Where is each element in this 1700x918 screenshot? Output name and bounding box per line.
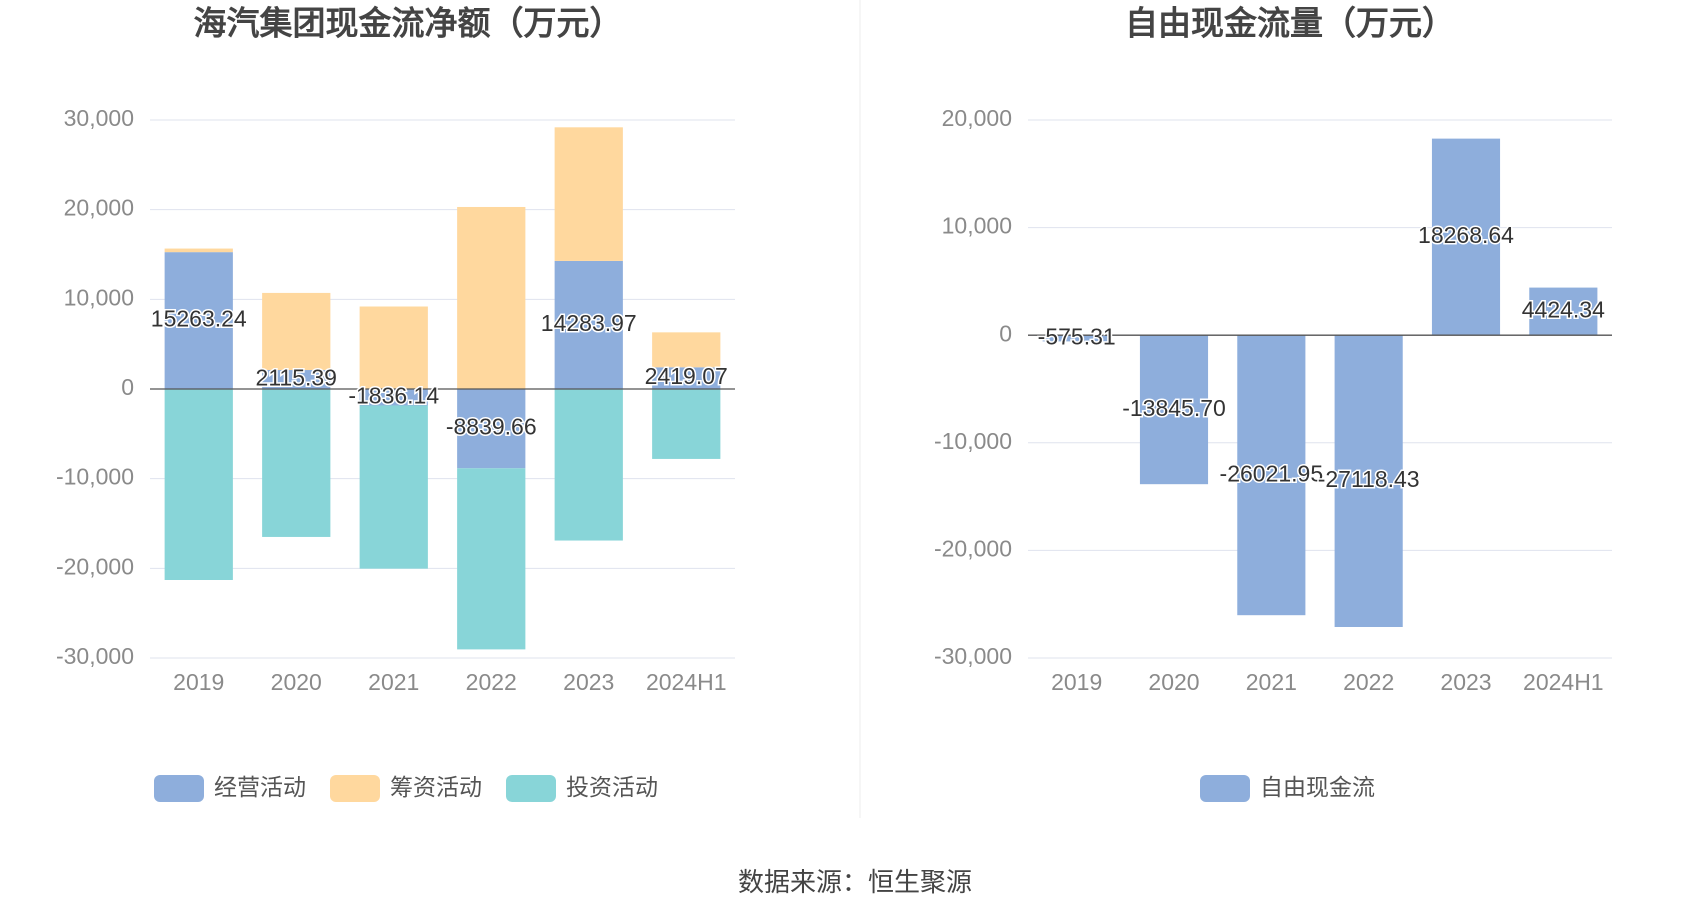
- bar: [359, 306, 428, 389]
- y-tick-label: -30,000: [934, 643, 1012, 669]
- x-tick-label: 2021: [368, 669, 419, 695]
- bar: [652, 389, 721, 459]
- bar: [554, 127, 623, 261]
- data-label: -8839.66: [446, 414, 537, 440]
- data-label: -13845.70: [1122, 395, 1226, 421]
- y-tick-label: 30,000: [64, 105, 134, 131]
- bar: [262, 370, 331, 389]
- y-tick-label: 0: [999, 320, 1012, 346]
- source: 数据来源：恒生聚源: [738, 867, 972, 897]
- bar: [554, 260, 623, 389]
- data-label: 4424.34: [1522, 296, 1605, 322]
- data-label: 14283.97: [541, 310, 637, 336]
- data-label: 18268.64: [1418, 222, 1514, 248]
- y-tick-label: 10,000: [64, 284, 134, 310]
- x-tick-label: 2019: [1051, 669, 1102, 695]
- x-tick-label: 2020: [1148, 669, 1199, 695]
- x-tick-label: 2022: [1343, 669, 1394, 695]
- bar: [164, 248, 233, 253]
- data-label: 15263.24: [151, 306, 247, 332]
- y-tick-label: -10,000: [56, 464, 134, 490]
- legend-label: 经营活动: [214, 774, 306, 800]
- bar: [652, 332, 721, 368]
- bar: [457, 389, 526, 469]
- bar: [1237, 335, 1306, 616]
- bar: [1042, 335, 1111, 342]
- legend-label: 投资活动: [566, 774, 658, 800]
- chart-title: 海汽集团现金流净额（万元）: [194, 5, 623, 42]
- legend-label: 自由现金流: [1260, 774, 1375, 800]
- x-tick-label: 2022: [466, 669, 517, 695]
- y-tick-label: 20,000: [64, 195, 134, 221]
- bar: [1529, 287, 1598, 336]
- y-tick-label: 20,000: [942, 105, 1012, 131]
- bar: [1334, 335, 1403, 627]
- bar: [457, 206, 526, 389]
- y-tick-label: -30,000: [56, 643, 134, 669]
- x-tick-label: 2021: [1246, 669, 1297, 695]
- y-tick-label: -10,000: [934, 428, 1012, 454]
- y-tick-label: -20,000: [56, 553, 134, 579]
- bar: [1431, 138, 1501, 336]
- bar: [164, 389, 233, 580]
- data-label: -27118.43: [1318, 466, 1420, 492]
- x-tick-label: 2023: [563, 669, 614, 695]
- y-tick-label: 0: [121, 374, 134, 400]
- data-label: -1836.14: [348, 382, 439, 408]
- y-tick-label: 10,000: [942, 213, 1012, 239]
- data-label: -575.31: [1038, 323, 1116, 349]
- legend-swatch: [330, 775, 380, 802]
- legend-label: 筹资活动: [390, 774, 482, 800]
- data-label: 2115.39: [256, 365, 337, 391]
- legend-swatch: [506, 775, 556, 802]
- bar: [359, 405, 428, 569]
- legend-swatch: [1200, 775, 1250, 802]
- bar: [457, 468, 526, 650]
- data-label: 2419.07: [645, 363, 728, 389]
- bar: [1139, 335, 1209, 485]
- chart-title: 自由现金流量（万元）: [1125, 5, 1455, 42]
- bar: [554, 389, 623, 541]
- y-tick-label: -20,000: [934, 535, 1012, 561]
- bar: [262, 292, 331, 371]
- bar: [652, 367, 721, 389]
- bar: [262, 389, 331, 537]
- data-label: -26021.95: [1220, 460, 1324, 486]
- x-tick-label: 2024H1: [646, 669, 727, 695]
- x-tick-label: 2019: [173, 669, 224, 695]
- bar: [359, 389, 428, 406]
- x-tick-label: 2020: [271, 669, 322, 695]
- x-tick-label: 2023: [1440, 669, 1491, 695]
- x-tick-label: 2024H1: [1523, 669, 1604, 695]
- legend-swatch: [154, 775, 204, 802]
- bar: [164, 252, 233, 389]
